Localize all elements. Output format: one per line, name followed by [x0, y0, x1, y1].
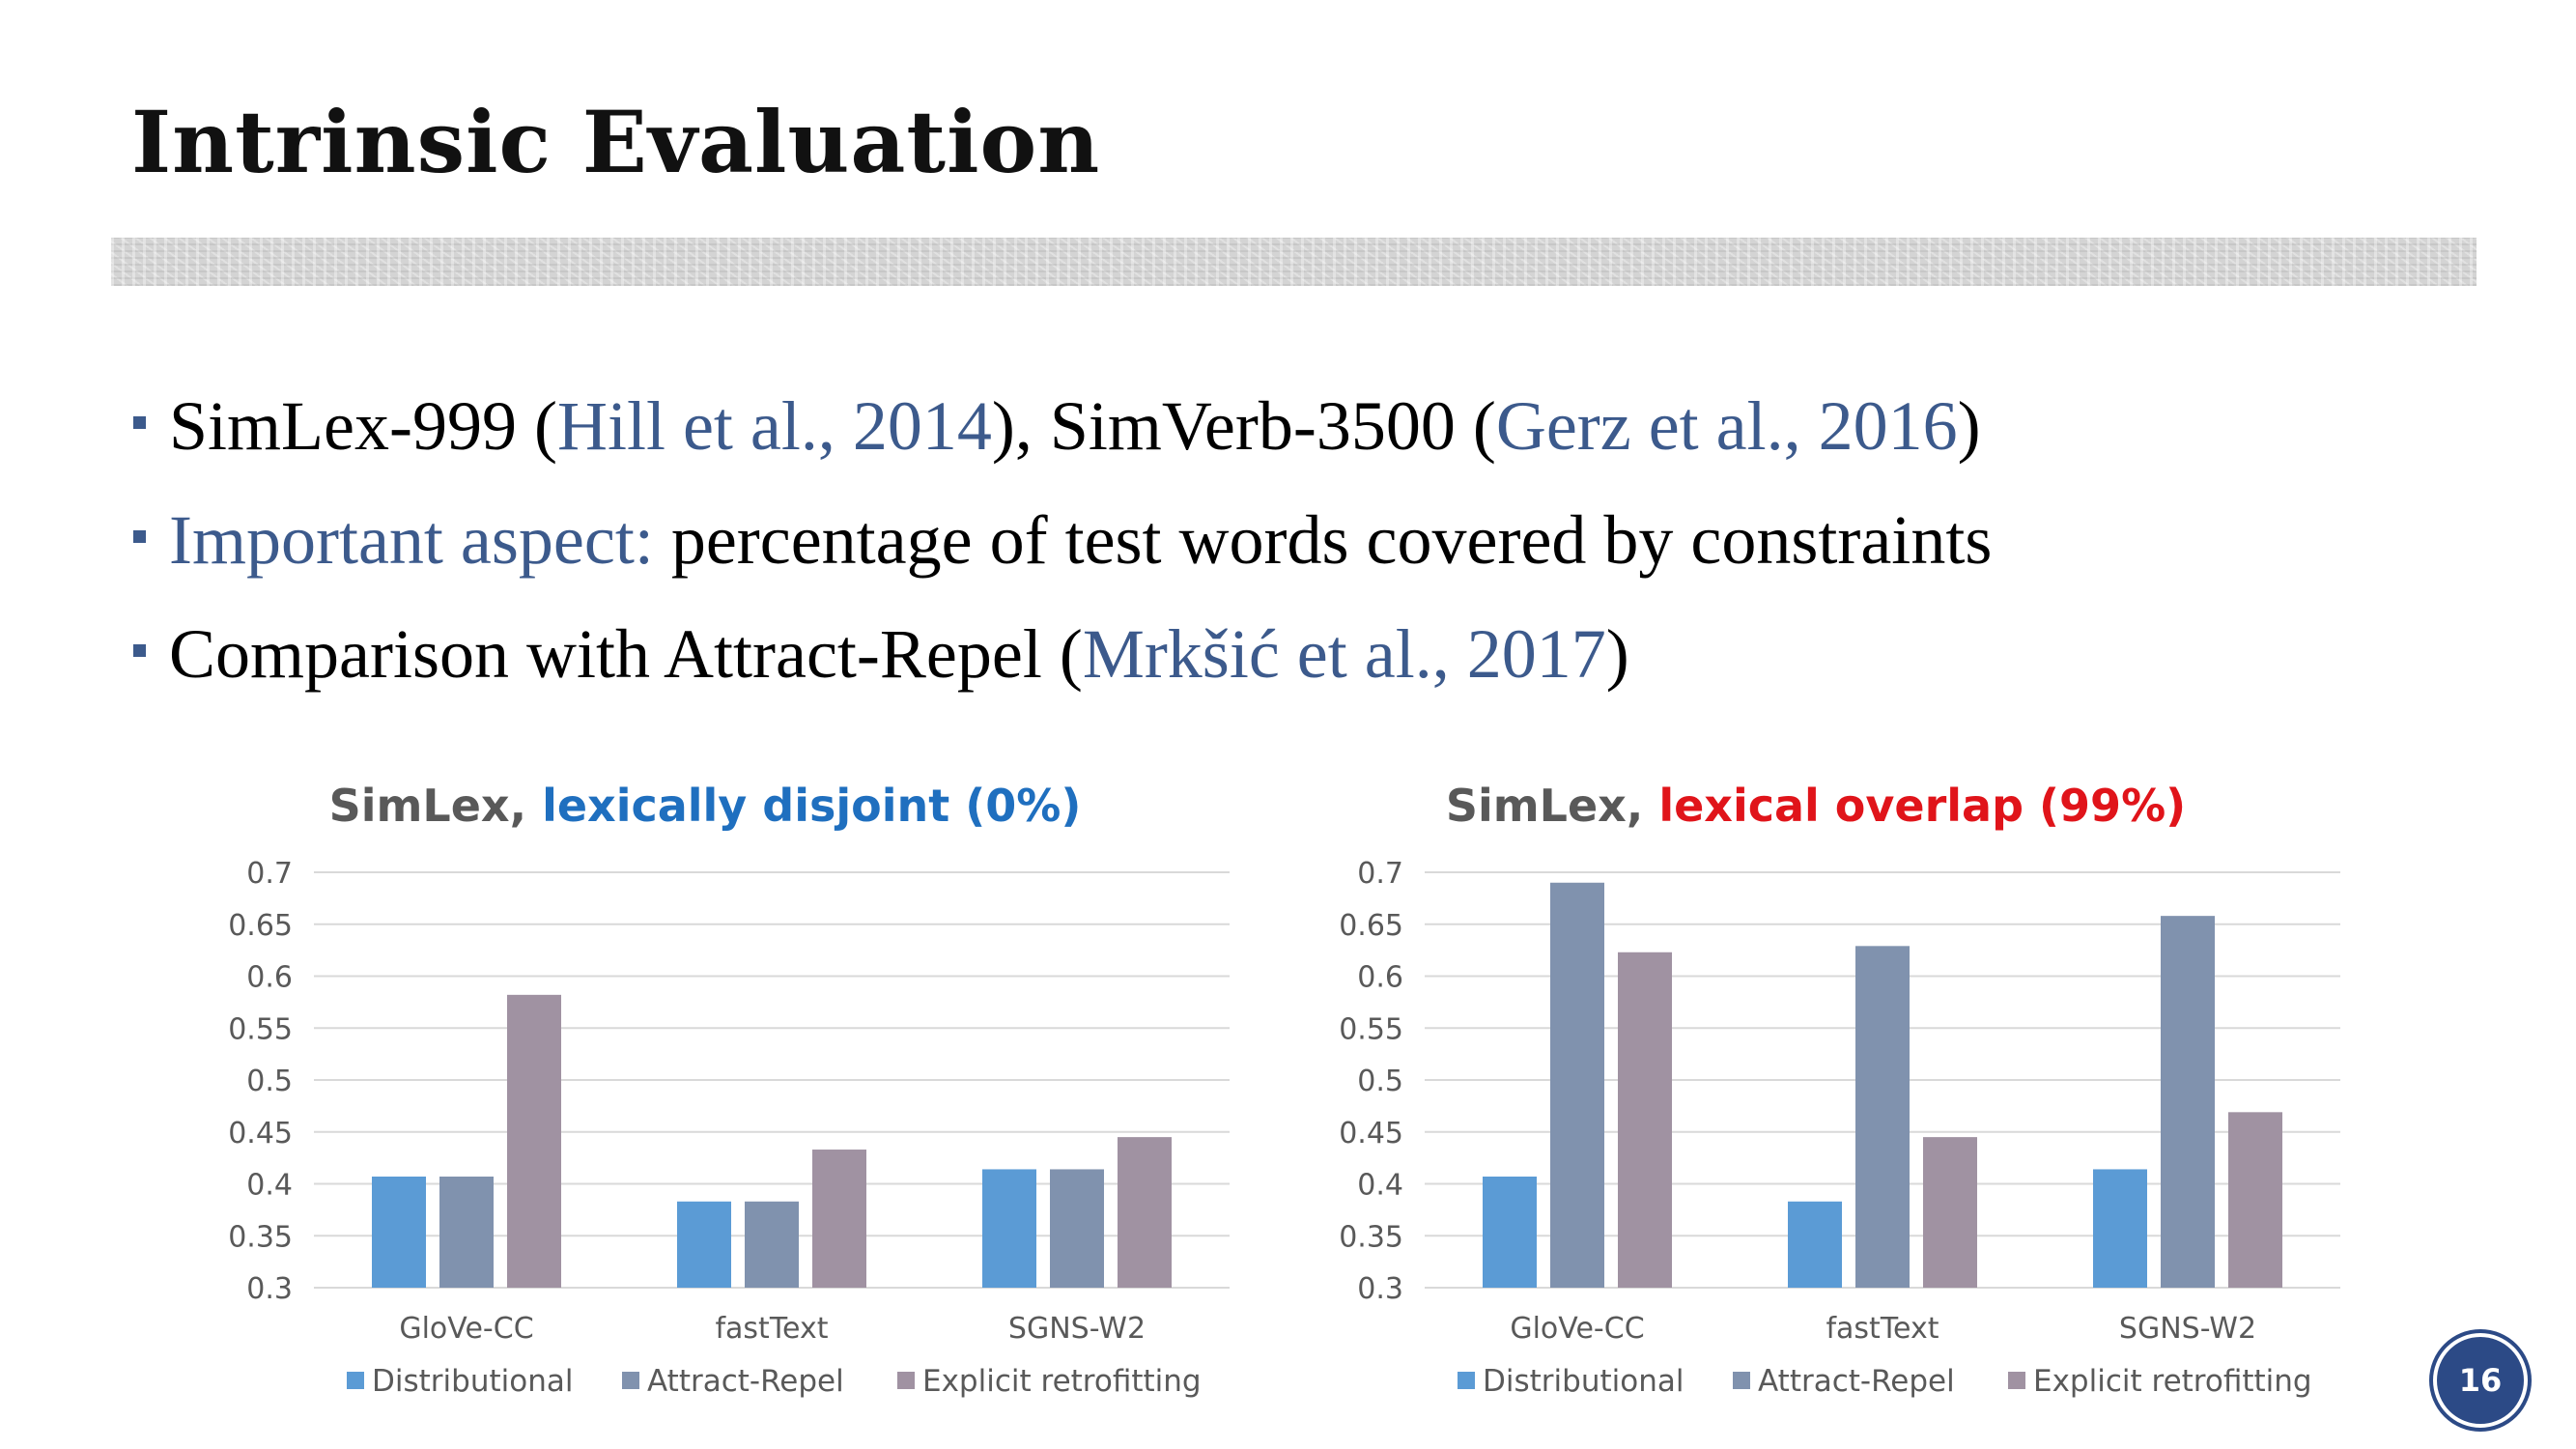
chart-lexically-disjoint: SimLex, lexically disjoint (0%) 0.7 0.65 0.…	[159, 773, 1251, 1439]
title-decorative-band	[111, 238, 2477, 286]
y-tick-label: 0.7	[246, 857, 293, 891]
bullet-item: SimLex-999 (Hill et al., 2014), SimVerb-…	[133, 369, 1992, 483]
y-tick-label: 0.45	[1339, 1117, 1403, 1151]
bullet-text: Important aspect: percentage of test wor…	[169, 483, 1992, 597]
x-tick-label: GloVe-CC	[399, 1312, 533, 1346]
bar-attract-repel	[1855, 946, 1910, 1288]
legend-swatch	[347, 1372, 364, 1389]
bullet-square-icon	[133, 529, 146, 543]
bar-explicit-retrofitting	[1923, 1137, 1977, 1288]
chart-legend: Distributional Attract-Repel Explicit retr…	[347, 1364, 1202, 1399]
y-tick-label: 0.45	[228, 1117, 293, 1151]
y-tick-label: 0.4	[1357, 1169, 1403, 1203]
bar-explicit-retrofitting	[2228, 1112, 2282, 1288]
bar-attract-repel	[1550, 882, 1604, 1288]
x-tick-label: fastText	[715, 1312, 828, 1346]
y-tick-label: 0.5	[1357, 1065, 1403, 1098]
chart-title-prefix: SimLex,	[329, 780, 543, 832]
legend-label: Attract-Repel	[647, 1364, 844, 1399]
y-tick-label: 0.65	[228, 909, 293, 943]
citation-text: Gerz et al., 2016	[1495, 387, 1958, 465]
citation-text: Mrkšić et al., 2017	[1082, 615, 1606, 693]
legend-swatch	[2008, 1372, 2025, 1389]
bullet-text-part: ), SimVerb-3500 (	[991, 387, 1496, 465]
y-tick-label: 0.6	[246, 961, 293, 995]
y-tick-label: 0.35	[228, 1220, 293, 1254]
chart-title-highlight: lexically disjoint (0%)	[542, 780, 1081, 832]
page-number-badge: 16	[2433, 1333, 2528, 1428]
chart-lexical-overlap: SimLex, lexical overlap (99%) 0.7 0.65 0.6 0…	[1270, 773, 2362, 1439]
bullet-text: SimLex-999 (Hill et al., 2014), SimVerb-…	[169, 369, 1981, 483]
bar-distributional	[982, 1169, 1036, 1288]
bar-distributional	[677, 1201, 731, 1288]
bullet-text-part: )	[1605, 615, 1629, 693]
legend-label: Distributional	[1483, 1364, 1684, 1399]
bullet-list: SimLex-999 (Hill et al., 2014), SimVerb-…	[133, 369, 1992, 711]
bar-attract-repel	[1050, 1169, 1104, 1288]
chart-svg: SimLex, lexical overlap (99%) 0.7 0.65 0.6 0…	[1339, 780, 2340, 1399]
bar-attract-repel	[745, 1201, 799, 1288]
chart-title-highlight: lexical overlap (99%)	[1658, 780, 2186, 832]
slide-title: Intrinsic Evaluation	[131, 92, 1101, 192]
bullet-square-icon	[133, 643, 146, 657]
bar-explicit-retrofitting	[1118, 1137, 1172, 1288]
bullet-text-part: )	[1957, 387, 1981, 465]
bullet-text: Comparison with Attract-Repel (Mrkšić et…	[169, 597, 1629, 711]
citation-text: Hill et al., 2014	[556, 387, 992, 465]
y-tick-label: 0.55	[1339, 1012, 1403, 1046]
bullet-square-icon	[133, 415, 146, 429]
y-tick-label: 0.55	[228, 1012, 293, 1046]
bar-explicit-retrofitting	[1618, 952, 1672, 1288]
y-tick-label: 0.4	[246, 1169, 293, 1203]
bar-explicit-retrofitting	[507, 994, 561, 1288]
bullet-item: Important aspect: percentage of test wor…	[133, 483, 1992, 597]
legend-swatch	[897, 1372, 915, 1389]
legend-label: Explicit retrofitting	[2033, 1364, 2312, 1399]
bar-distributional	[372, 1176, 426, 1288]
x-tick-label: fastText	[1826, 1312, 1939, 1346]
y-tick-label: 0.3	[1357, 1272, 1403, 1306]
citation-text: Important aspect:	[169, 501, 654, 579]
chart-title: SimLex, lexical overlap (99%)	[1446, 780, 2186, 832]
y-tick-label: 0.6	[1357, 961, 1403, 995]
x-tick-label: SGNS-W2	[2119, 1312, 2256, 1346]
bar-distributional	[1483, 1176, 1537, 1288]
bar-distributional	[2093, 1169, 2147, 1288]
chart-legend: Distributional Attract-Repel Explicit retr…	[1458, 1364, 2312, 1399]
bullet-text-part: Comparison with Attract-Repel (	[169, 615, 1083, 693]
y-tick-label: 0.35	[1339, 1220, 1403, 1254]
legend-swatch	[1458, 1372, 1475, 1389]
y-tick-label: 0.65	[1339, 909, 1403, 943]
y-tick-label: 0.3	[246, 1272, 293, 1306]
legend-label: Attract-Repel	[1758, 1364, 1955, 1399]
bar-attract-repel	[2161, 916, 2215, 1288]
bar-attract-repel	[439, 1176, 494, 1288]
x-tick-label: GloVe-CC	[1510, 1312, 1644, 1346]
legend-label: Distributional	[372, 1364, 573, 1399]
legend-swatch	[622, 1372, 639, 1389]
chart-svg: SimLex, lexically disjoint (0%) 0.7 0.65 0.…	[228, 780, 1230, 1399]
bar-explicit-retrofitting	[812, 1150, 866, 1288]
chart-title-prefix: SimLex,	[1446, 780, 1659, 832]
y-tick-label: 0.5	[246, 1065, 293, 1098]
chart-title: SimLex, lexically disjoint (0%)	[329, 780, 1082, 832]
x-tick-label: SGNS-W2	[1008, 1312, 1146, 1346]
y-tick-label: 0.7	[1357, 857, 1403, 891]
bar-distributional	[1788, 1201, 1842, 1288]
bullet-text-part: percentage of test words covered by cons…	[653, 501, 1993, 579]
bullet-text-part: SimLex-999 (	[169, 387, 557, 465]
legend-label: Explicit retrofitting	[922, 1364, 1202, 1399]
legend-swatch	[1733, 1372, 1750, 1389]
bullet-item: Comparison with Attract-Repel (Mrkšić et…	[133, 597, 1992, 711]
